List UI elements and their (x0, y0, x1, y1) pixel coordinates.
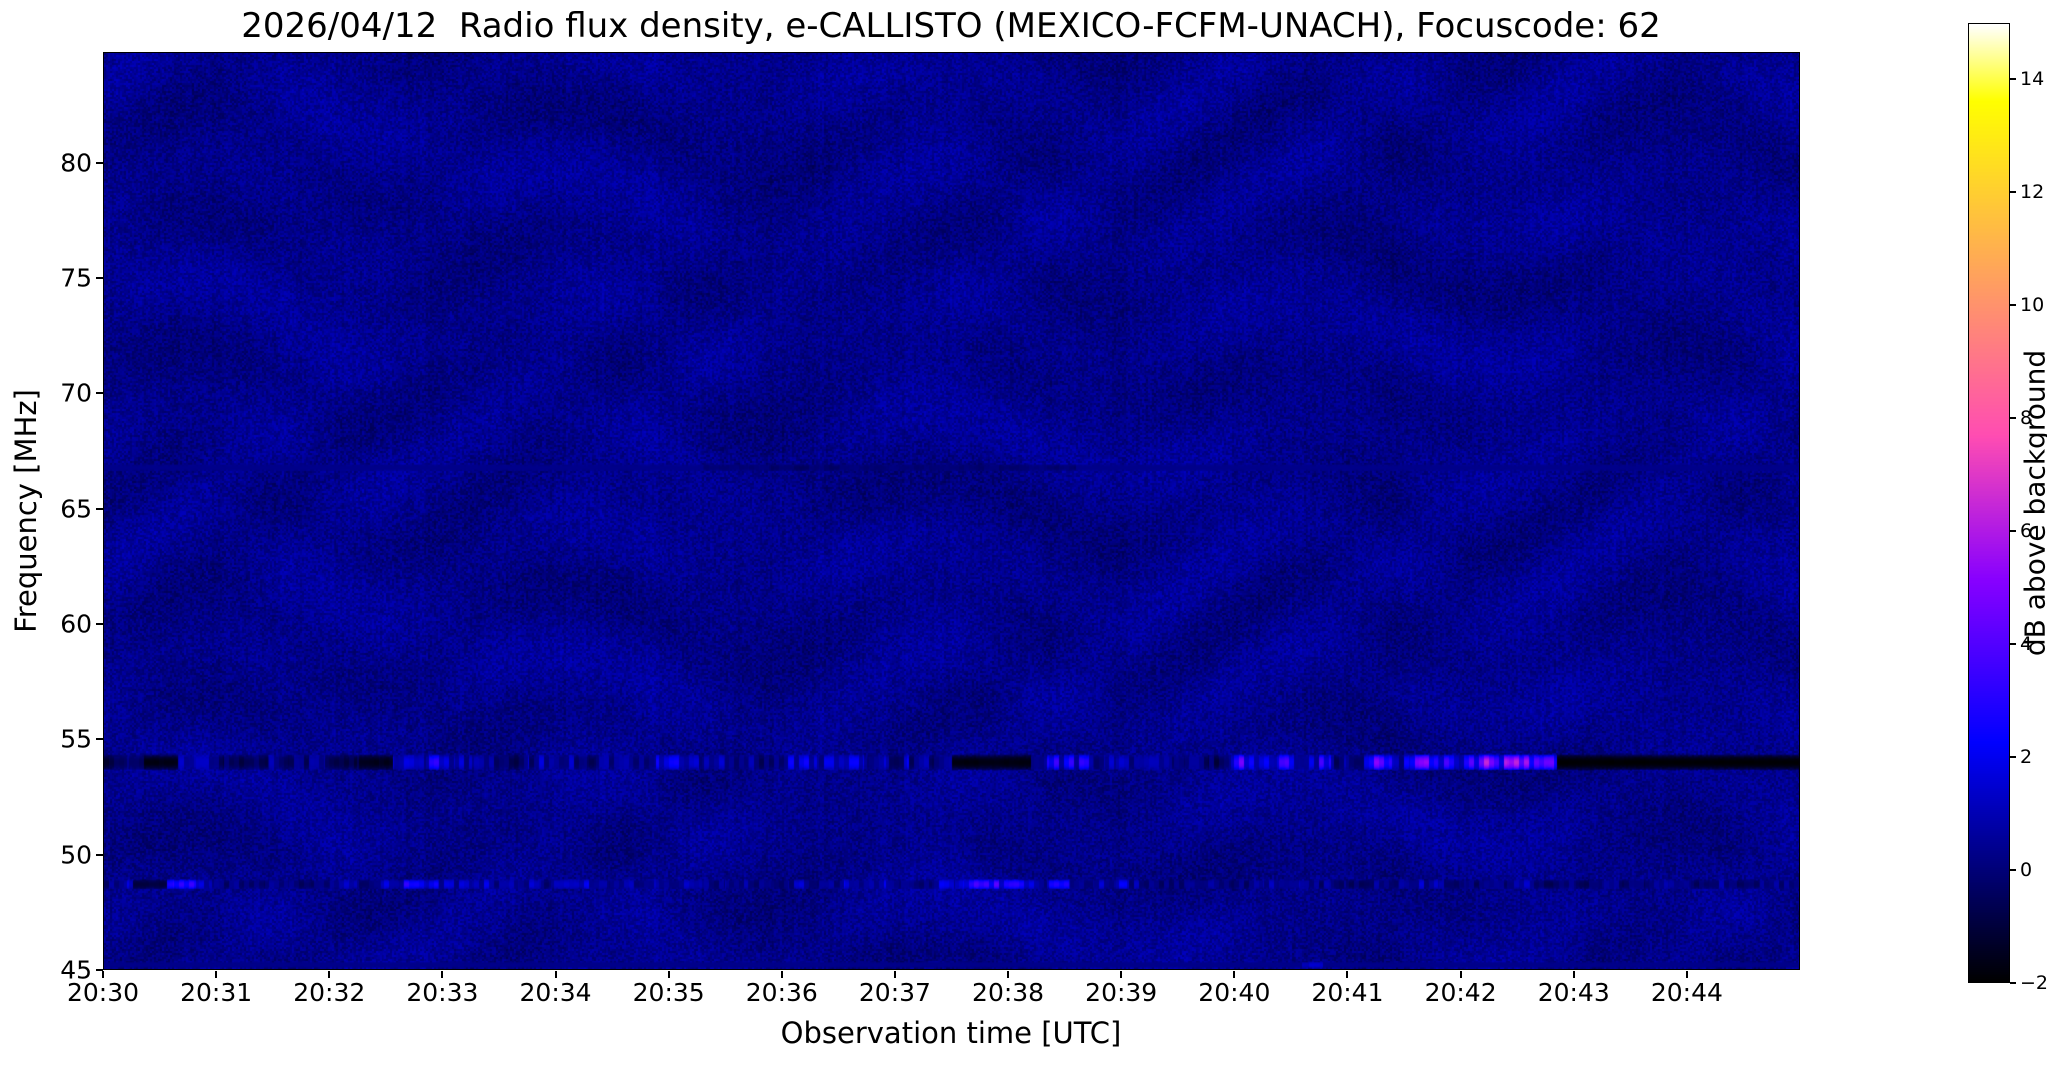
y-tick-mark (96, 161, 103, 164)
x-tick-label: 20:33 (406, 978, 479, 1007)
colorbar-label: dB above background (2018, 349, 2047, 657)
colorbar-canvas (1969, 24, 2009, 982)
x-tick-mark (554, 971, 557, 978)
colorbar-tick-label: 10 (2020, 294, 2045, 317)
colorbar-tick-mark (2010, 756, 2016, 759)
x-tick-label: 20:44 (1650, 978, 1723, 1007)
y-tick-label: 75 (60, 263, 92, 293)
x-tick-label: 20:35 (632, 978, 705, 1007)
colorbar-tick-mark (2010, 643, 2016, 646)
x-tick-mark (780, 971, 783, 978)
x-tick-mark (441, 971, 444, 978)
x-tick-label: 20:36 (745, 978, 818, 1007)
x-tick-mark (1007, 971, 1010, 978)
y-tick-label: 65 (60, 494, 92, 524)
x-tick-label: 20:32 (293, 978, 366, 1007)
colorbar-tick-mark (2010, 869, 2016, 872)
y-tick-label: 50 (60, 840, 92, 870)
x-tick-label: 20:37 (858, 978, 931, 1007)
colorbar-tick-mark (2010, 530, 2016, 533)
x-tick-mark (1346, 971, 1349, 978)
colorbar-tick-mark (2010, 304, 2016, 307)
y-tick-mark (96, 969, 103, 971)
y-tick-mark (96, 623, 103, 626)
plot-area (103, 52, 1800, 970)
x-tick-mark (667, 971, 670, 978)
x-tick-label: 20:42 (1424, 978, 1497, 1007)
y-tick-label: 60 (60, 609, 92, 639)
x-tick-label: 20:34 (519, 978, 592, 1007)
x-tick-label: 20:39 (1085, 978, 1158, 1007)
x-tick-label: 20:43 (1537, 978, 1610, 1007)
x-tick-mark (1572, 971, 1575, 978)
x-tick-label: 20:41 (1311, 978, 1384, 1007)
x-tick-mark (215, 971, 218, 978)
chart-title: 2026/04/12 Radio flux density, e-CALLIST… (241, 6, 1661, 46)
colorbar-tick-label: −2 (2020, 972, 2047, 994)
colorbar-tick-label: 14 (2020, 68, 2045, 91)
colorbar-tick-mark (2010, 78, 2016, 81)
y-tick-label: 45 (60, 955, 92, 985)
y-tick-label: 70 (60, 378, 92, 408)
x-tick-label: 20:38 (972, 978, 1045, 1007)
x-tick-mark (328, 971, 331, 978)
colorbar-tick-label: 4 (2020, 633, 2033, 656)
y-tick-mark (96, 507, 103, 510)
colorbar-tick-label: 12 (2020, 181, 2045, 204)
colorbar-tick-mark (2010, 982, 2016, 984)
y-tick-mark (96, 392, 103, 395)
x-tick-label: 20:30 (66, 978, 140, 1007)
colorbar (1968, 23, 2010, 983)
x-tick-mark (102, 971, 104, 978)
x-tick-mark (1459, 971, 1462, 978)
x-tick-mark (893, 971, 896, 978)
colorbar-tick-mark (2010, 191, 2016, 194)
x-tick-label: 20:40 (1198, 978, 1271, 1007)
colorbar-tick-label: 6 (2020, 520, 2033, 543)
y-tick-mark (96, 853, 103, 856)
y-tick-mark (96, 738, 103, 741)
x-tick-mark (1120, 971, 1123, 978)
y-tick-label: 55 (60, 724, 92, 754)
spectrogram-canvas (104, 53, 1799, 969)
colorbar-tick-label: 2 (2020, 746, 2033, 769)
colorbar-tick-label: 0 (2020, 859, 2033, 882)
colorbar-tick-label: 8 (2020, 407, 2033, 430)
y-tick-mark (96, 277, 103, 280)
x-tick-mark (1685, 971, 1688, 978)
colorbar-tick-mark (2010, 417, 2016, 420)
x-axis-label: Observation time [UTC] (780, 1016, 1122, 1050)
x-tick-mark (1233, 971, 1236, 978)
x-tick-label: 20:31 (180, 978, 253, 1007)
y-tick-label: 80 (60, 148, 92, 178)
